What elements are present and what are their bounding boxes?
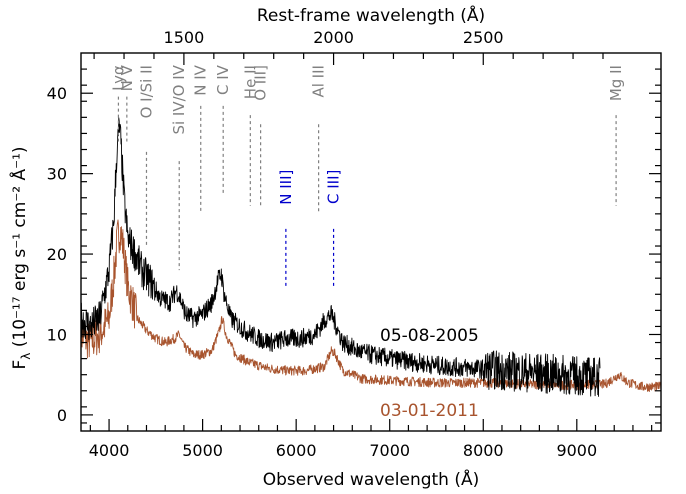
y-tick-label: 10 bbox=[47, 325, 67, 344]
line-marker-label: Al III bbox=[310, 65, 328, 97]
line-marker-label: N V bbox=[118, 64, 136, 91]
y-axis-title-units: (10⁻¹⁷ erg s⁻¹ cm⁻² Å⁻¹) bbox=[8, 146, 30, 347]
line-marker-label: Mg II bbox=[607, 65, 625, 101]
top-tick-label: 2000 bbox=[313, 28, 354, 47]
line-marker-label: N III] bbox=[277, 170, 295, 205]
top-tick-label: 1500 bbox=[164, 28, 205, 47]
legend-label-2011: 03-01-2011 bbox=[380, 401, 479, 421]
y-tick-label: 40 bbox=[47, 84, 67, 103]
y-axis-title-symbol: F bbox=[10, 360, 30, 370]
line-marker-label: O I/Si II bbox=[137, 65, 155, 118]
y-tick-label: 30 bbox=[47, 165, 67, 184]
line-marker-label: C III] bbox=[325, 170, 343, 204]
line-marker-label: Lyα bbox=[109, 65, 127, 91]
line-marker-label: C IV bbox=[214, 64, 232, 95]
x-tick-label: 6000 bbox=[276, 441, 317, 460]
line-marker-label: N IV bbox=[192, 64, 210, 95]
top-axis-title: Rest-frame wavelength (Å) bbox=[257, 4, 485, 26]
x-tick-label: 5000 bbox=[182, 441, 223, 460]
x-axis-title: Observed wavelength (Å) bbox=[263, 468, 480, 490]
line-marker-label: O III] bbox=[252, 65, 270, 101]
y-tick-label: 0 bbox=[57, 406, 67, 425]
y-tick-label: 20 bbox=[47, 245, 67, 264]
y-axis-title-sub: λ bbox=[19, 353, 33, 360]
svg-text:Fλ (10⁻¹⁷ erg s⁻¹ cm⁻² Å⁻¹): Fλ (10⁻¹⁷ erg s⁻¹ cm⁻² Å⁻¹) bbox=[8, 146, 33, 369]
series-line-05-08-2005 bbox=[81, 117, 601, 397]
line-marker-label: He II bbox=[241, 65, 259, 99]
top-tick-label: 2500 bbox=[463, 28, 504, 47]
x-tick-label: 4000 bbox=[89, 441, 130, 460]
x-tick-label: 9000 bbox=[556, 441, 597, 460]
x-tick-label: 8000 bbox=[463, 441, 504, 460]
legend-label-2005: 05-08-2005 bbox=[380, 326, 479, 346]
x-tick-label: 7000 bbox=[369, 441, 410, 460]
line-marker-label: Si IV/O IV bbox=[170, 64, 188, 134]
